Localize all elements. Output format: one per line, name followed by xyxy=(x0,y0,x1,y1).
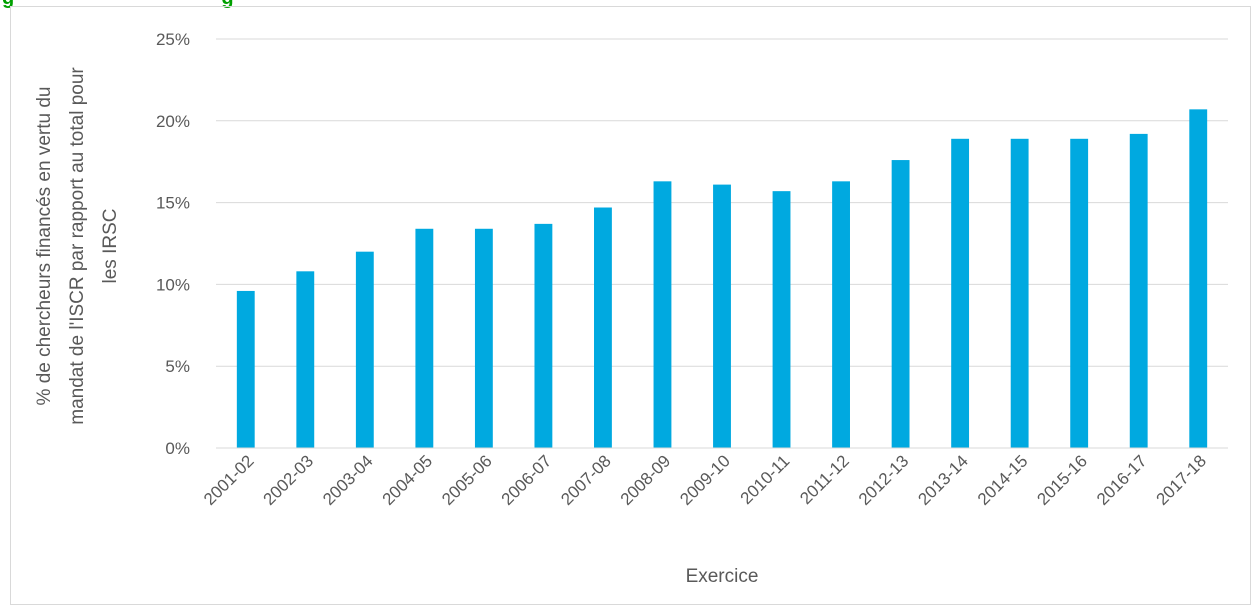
y-tick-label: 25% xyxy=(156,30,190,49)
bar xyxy=(1070,138,1089,448)
x-tick-label: 2008-09 xyxy=(617,451,675,509)
bars xyxy=(236,109,1208,449)
y-axis-title-line: les IRSC xyxy=(100,209,121,284)
x-tick-label: 2003-04 xyxy=(319,451,377,509)
bar xyxy=(1010,138,1029,448)
y-tick-label: 15% xyxy=(156,194,190,213)
y-tick-label: 10% xyxy=(156,275,190,294)
bar xyxy=(534,223,553,448)
chart-frame xyxy=(10,6,1251,605)
x-tick-label: 2014-15 xyxy=(974,451,1032,509)
x-tick-label: 2006-07 xyxy=(498,451,556,509)
x-tick-label: 2001-02 xyxy=(200,451,258,509)
x-tick-label: 2017-18 xyxy=(1153,451,1211,509)
chart-title-fragment: g g xyxy=(2,0,234,10)
bar xyxy=(653,181,672,448)
bar xyxy=(1129,133,1148,448)
bar xyxy=(415,228,434,448)
x-tick-label: 2010-11 xyxy=(737,451,794,508)
bar xyxy=(891,160,910,448)
x-tick-label: 2016-17 xyxy=(1093,451,1151,509)
bar xyxy=(713,184,731,448)
x-tick-label: 2005-06 xyxy=(438,451,496,509)
labels: 0%5%10%15%20%25%2001-02 2002-03 2003-04 200… xyxy=(34,30,1210,587)
x-tick-label: 2011-12 xyxy=(796,451,853,508)
x-tick-label: 2013-14 xyxy=(914,451,972,509)
bar xyxy=(236,290,255,448)
y-tick-label: 20% xyxy=(156,112,190,131)
y-axis-title: % de chercheurs financés en vertu du mand… xyxy=(34,67,121,425)
x-tick-label: 2015-16 xyxy=(1033,451,1091,509)
x-tick-label: 2012-13 xyxy=(855,451,913,509)
x-axis-title: Exercice xyxy=(686,566,759,587)
y-tick-label: 0% xyxy=(165,439,190,458)
bar xyxy=(1189,109,1208,449)
bar xyxy=(951,138,970,448)
bar xyxy=(355,251,374,448)
title-fragment-start: g xyxy=(2,0,14,9)
bar xyxy=(296,271,315,448)
bar xyxy=(832,181,850,448)
bar xyxy=(772,191,791,448)
x-tick-label: 2004-05 xyxy=(379,451,437,509)
x-tick-label: 2009-10 xyxy=(676,451,734,509)
title-fragment-end: g xyxy=(221,0,233,9)
y-tick-label: 5% xyxy=(165,357,190,376)
y-axis-title-line: mandat de l'ISCR par rapport au total po… xyxy=(67,67,88,425)
bar xyxy=(594,207,612,448)
y-axis-title-line: % de chercheurs financés en vertu du xyxy=(34,87,55,406)
bar xyxy=(474,228,493,448)
x-tick-label: 2007-08 xyxy=(557,451,615,509)
x-tick-label: 2002-03 xyxy=(260,451,318,509)
